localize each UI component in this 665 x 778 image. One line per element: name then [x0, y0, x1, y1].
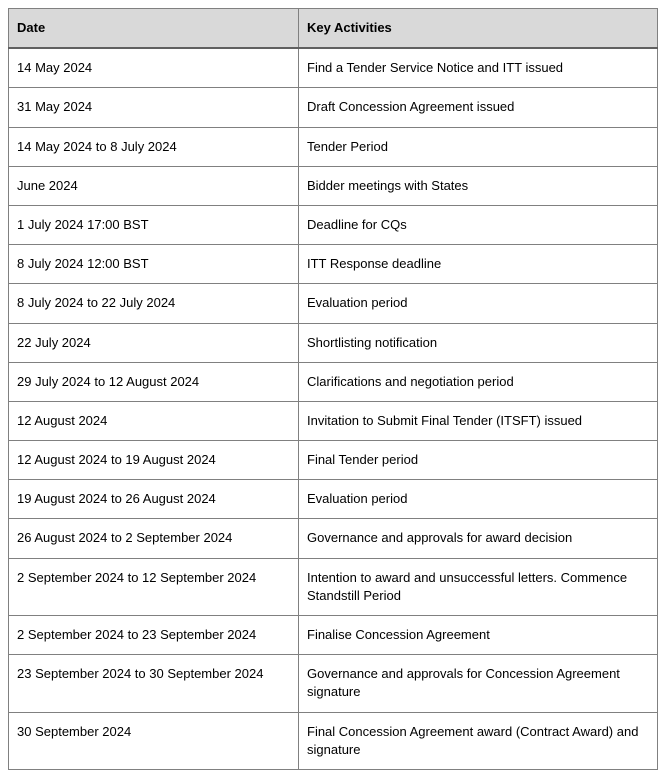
cell-date: 1 July 2024 17:00 BST	[9, 205, 299, 244]
table-row: June 2024Bidder meetings with States	[9, 166, 658, 205]
schedule-table: Date Key Activities 14 May 2024Find a Te…	[8, 8, 658, 770]
table-row: 2 September 2024 to 12 September 2024Int…	[9, 558, 658, 615]
table-row: 12 August 2024 to 19 August 2024Final Te…	[9, 441, 658, 480]
header-date: Date	[9, 9, 299, 49]
cell-date: 19 August 2024 to 26 August 2024	[9, 480, 299, 519]
table-row: 30 September 2024Final Concession Agreem…	[9, 712, 658, 769]
table-row: 1 July 2024 17:00 BSTDeadline for CQs	[9, 205, 658, 244]
header-activity: Key Activities	[299, 9, 658, 49]
cell-date: 14 May 2024	[9, 48, 299, 88]
cell-activity: Shortlisting notification	[299, 323, 658, 362]
cell-date: 8 July 2024 12:00 BST	[9, 245, 299, 284]
cell-date: 29 July 2024 to 12 August 2024	[9, 362, 299, 401]
table-row: 19 August 2024 to 26 August 2024Evaluati…	[9, 480, 658, 519]
table-row: 23 September 2024 to 30 September 2024Go…	[9, 655, 658, 712]
cell-activity: ITT Response deadline	[299, 245, 658, 284]
cell-activity: Evaluation period	[299, 480, 658, 519]
cell-activity: Final Tender period	[299, 441, 658, 480]
cell-date: 22 July 2024	[9, 323, 299, 362]
table-header-row: Date Key Activities	[9, 9, 658, 49]
cell-date: 12 August 2024	[9, 401, 299, 440]
cell-activity: Bidder meetings with States	[299, 166, 658, 205]
cell-activity: Deadline for CQs	[299, 205, 658, 244]
cell-activity: Intention to award and unsuccessful lett…	[299, 558, 658, 615]
cell-activity: Governance and approvals for Concession …	[299, 655, 658, 712]
table-row: 2 September 2024 to 23 September 2024Fin…	[9, 616, 658, 655]
table-row: 22 July 2024Shortlisting notification	[9, 323, 658, 362]
cell-activity: Find a Tender Service Notice and ITT iss…	[299, 48, 658, 88]
table-row: 14 May 2024 to 8 July 2024Tender Period	[9, 127, 658, 166]
cell-activity: Invitation to Submit Final Tender (ITSFT…	[299, 401, 658, 440]
cell-date: 12 August 2024 to 19 August 2024	[9, 441, 299, 480]
cell-activity: Tender Period	[299, 127, 658, 166]
cell-date: 2 September 2024 to 23 September 2024	[9, 616, 299, 655]
cell-date: 2 September 2024 to 12 September 2024	[9, 558, 299, 615]
table-row: 8 July 2024 to 22 July 2024Evaluation pe…	[9, 284, 658, 323]
cell-activity: Finalise Concession Agreement	[299, 616, 658, 655]
table-row: 12 August 2024Invitation to Submit Final…	[9, 401, 658, 440]
cell-activity: Governance and approvals for award decis…	[299, 519, 658, 558]
table-row: 14 May 2024Find a Tender Service Notice …	[9, 48, 658, 88]
table-row: 26 August 2024 to 2 September 2024Govern…	[9, 519, 658, 558]
cell-date: 31 May 2024	[9, 88, 299, 127]
cell-date: 26 August 2024 to 2 September 2024	[9, 519, 299, 558]
cell-activity: Evaluation period	[299, 284, 658, 323]
cell-date: 14 May 2024 to 8 July 2024	[9, 127, 299, 166]
cell-date: 8 July 2024 to 22 July 2024	[9, 284, 299, 323]
cell-date: June 2024	[9, 166, 299, 205]
table-row: 8 July 2024 12:00 BSTITT Response deadli…	[9, 245, 658, 284]
table-body: 14 May 2024Find a Tender Service Notice …	[9, 48, 658, 769]
cell-date: 30 September 2024	[9, 712, 299, 769]
table-row: 31 May 2024Draft Concession Agreement is…	[9, 88, 658, 127]
table-row: 29 July 2024 to 12 August 2024Clarificat…	[9, 362, 658, 401]
cell-activity: Final Concession Agreement award (Contra…	[299, 712, 658, 769]
cell-date: 23 September 2024 to 30 September 2024	[9, 655, 299, 712]
cell-activity: Clarifications and negotiation period	[299, 362, 658, 401]
cell-activity: Draft Concession Agreement issued	[299, 88, 658, 127]
